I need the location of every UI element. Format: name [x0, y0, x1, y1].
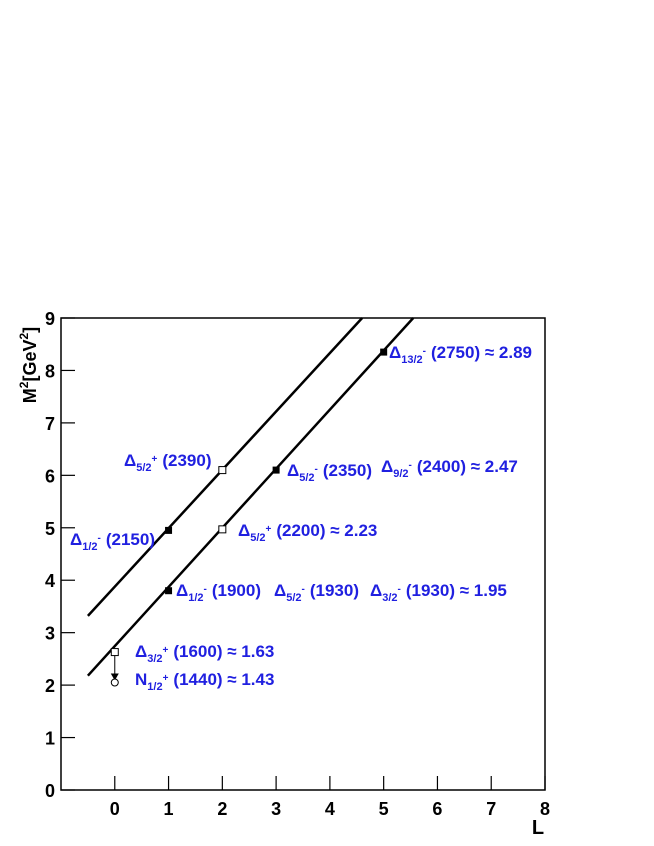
annotation-symbol: Δ	[70, 530, 82, 549]
annotation: Δ1/2- (2150)	[70, 530, 155, 553]
annotation: Δ9/2- (2400) ≈ 2.47	[381, 457, 518, 480]
x-tick-label: 4	[325, 799, 335, 819]
annotation: Δ5/2- (2350)	[287, 461, 372, 484]
point	[218, 466, 227, 475]
y-title-part: M	[20, 388, 40, 403]
y-tick-label: 2	[45, 676, 55, 696]
annotation-symbol: N	[135, 670, 147, 689]
annotation: Δ5/2+ (2390)	[124, 451, 212, 474]
annotation-sub: 5/2	[286, 592, 301, 604]
annotation-sub: 5/2	[136, 462, 151, 474]
y-tick-label: 0	[45, 781, 55, 801]
annotation-text: (2150)	[106, 530, 155, 549]
annotation-sup: +	[152, 454, 158, 465]
annotation-symbol: Δ	[124, 451, 136, 470]
point	[165, 526, 173, 534]
y-title-part: [GeV	[20, 339, 40, 381]
annotation-sup: -	[302, 584, 305, 595]
y-title-part: 2	[17, 332, 31, 339]
x-tick-label: 5	[379, 799, 389, 819]
annotation-symbol: Δ	[370, 581, 382, 600]
annotation-symbol: Δ	[287, 461, 299, 480]
annotation-text: (2400) ≈ 2.47	[417, 457, 518, 476]
annotation-text: (1600) ≈ 1.63	[173, 642, 274, 661]
annotation-sup: -	[423, 346, 426, 357]
y-title-part: ]	[20, 327, 40, 333]
annotation-text: (1900)	[212, 581, 261, 600]
annotation-symbol: Δ	[238, 521, 250, 540]
annotation-text: (1930) ≈ 1.95	[406, 581, 507, 600]
x-tick-label: 2	[217, 799, 227, 819]
annotation: Δ5/2- (1930)	[274, 581, 359, 604]
point	[218, 525, 227, 534]
annotation: Δ13/2- (2750) ≈ 2.89	[389, 343, 532, 366]
point	[110, 678, 119, 687]
annotation-text: (1440) ≈ 1.43	[173, 670, 274, 689]
point	[110, 648, 119, 657]
y-tick-label: 7	[45, 414, 55, 434]
annotation-sup: +	[266, 524, 272, 535]
x-tick-label: 3	[271, 799, 281, 819]
annotation-text: (2390)	[162, 451, 211, 470]
annotation-sub: 1/2	[188, 592, 203, 604]
x-tick-label: 6	[432, 799, 442, 819]
annotation-symbol: Δ	[389, 343, 401, 362]
point	[165, 587, 173, 595]
x-axis-title: L	[532, 817, 544, 839]
trajectory-line	[86, 317, 415, 677]
annotation: Δ1/2- (1900)	[176, 581, 261, 604]
annotation-sub: 1/2	[147, 681, 162, 693]
annotation-sup: -	[398, 584, 401, 595]
annotation-text: (2200) ≈ 2.23	[276, 521, 377, 540]
y-tick-label: 6	[45, 466, 55, 486]
annotation-symbol: Δ	[135, 642, 147, 661]
annotation-sup: -	[98, 533, 101, 544]
annotation: Δ3/2- (1930) ≈ 1.95	[370, 581, 507, 604]
annotation-sub: 5/2	[250, 532, 265, 544]
y-tick-label: 3	[45, 624, 55, 644]
y-tick-label: 9	[45, 309, 55, 329]
point	[380, 348, 388, 356]
y-tick-label: 1	[45, 729, 55, 749]
annotation-text: (2750) ≈ 2.89	[431, 343, 532, 362]
annotation-sub: 3/2	[382, 592, 397, 604]
y-tick-label: 5	[45, 519, 55, 539]
x-tick-label: 8	[540, 799, 550, 819]
annotation-sup: +	[163, 645, 169, 656]
point	[272, 466, 280, 474]
annotation-sup: -	[315, 464, 318, 475]
y-tick-label: 4	[45, 571, 55, 591]
annotation: Δ3/2+ (1600) ≈ 1.63	[135, 642, 274, 665]
plot-frame	[60, 317, 546, 791]
annotation-symbol: Δ	[176, 581, 188, 600]
x-tick-label: 7	[486, 799, 496, 819]
annotation-text: (2350)	[323, 461, 372, 480]
y-axis-title: M2[GeV2]	[17, 327, 40, 403]
y-title-part: 2	[17, 381, 31, 388]
annotation-sub: 13/2	[401, 354, 422, 366]
annotation-sub: 3/2	[147, 653, 162, 665]
annotation-text: (1930)	[310, 581, 359, 600]
x-tick-label: 1	[164, 799, 174, 819]
annotation-symbol: Δ	[381, 457, 393, 476]
x-tick-label: 0	[110, 799, 120, 819]
annotation-symbol: Δ	[274, 581, 286, 600]
annotation: Δ5/2+ (2200) ≈ 2.23	[238, 521, 377, 544]
annotation-sub: 5/2	[299, 472, 314, 484]
annotation-sup: +	[163, 673, 169, 684]
annotation-sub: 9/2	[393, 468, 408, 480]
y-tick-label: 8	[45, 361, 55, 381]
annotation-sup: -	[204, 584, 207, 595]
annotation-sub: 1/2	[82, 541, 97, 553]
annotation: N1/2+ (1440) ≈ 1.43	[135, 670, 274, 693]
arrow-head	[110, 673, 119, 681]
annotation-sup: -	[409, 460, 412, 471]
